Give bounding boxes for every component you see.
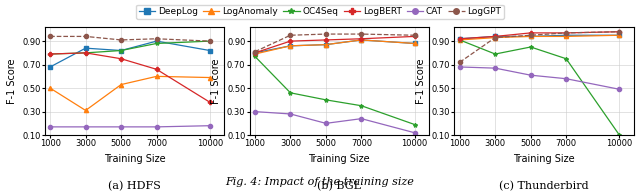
X-axis label: Training Size: Training Size	[513, 154, 575, 164]
Y-axis label: F-1 Score: F-1 Score	[416, 58, 426, 104]
Legend: DeepLog, LogAnomaly, OC4Seq, LogBERT, CAT, LogGPT: DeepLog, LogAnomaly, OC4Seq, LogBERT, CA…	[136, 4, 504, 19]
X-axis label: Training Size: Training Size	[308, 154, 370, 164]
Y-axis label: F-1 Score: F-1 Score	[211, 58, 221, 104]
Text: (c) Thunderbird: (c) Thunderbird	[499, 180, 589, 191]
Text: (b) BGL: (b) BGL	[317, 180, 361, 191]
Y-axis label: F-1 Score: F-1 Score	[6, 58, 17, 104]
X-axis label: Training Size: Training Size	[104, 154, 165, 164]
Text: Fig. 4: Impact of the training size: Fig. 4: Impact of the training size	[225, 177, 415, 187]
Text: (a) HDFS: (a) HDFS	[108, 180, 161, 191]
